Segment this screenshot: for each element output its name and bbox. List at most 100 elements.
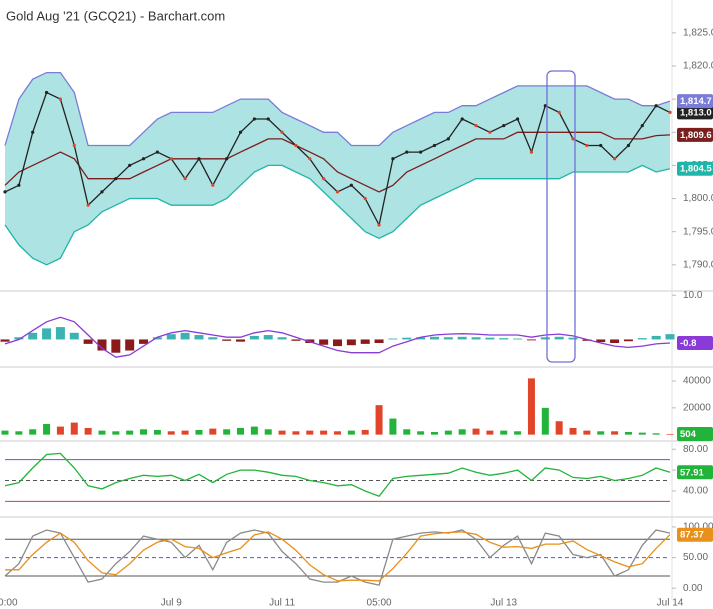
volume-bar	[472, 428, 480, 435]
volume-bar	[347, 430, 355, 435]
close-point	[44, 90, 49, 95]
histogram-bar	[333, 339, 342, 347]
close-point	[571, 137, 575, 141]
histogram-bar	[513, 338, 523, 340]
volume-bar	[569, 427, 577, 435]
x-tick-label: 05:00	[367, 598, 392, 609]
x-tick-label: Jul 11	[269, 598, 295, 609]
y-tick-label: 100.00	[683, 522, 713, 533]
histogram-bar	[55, 327, 65, 340]
close-point	[141, 157, 146, 161]
histogram-bar	[360, 339, 370, 344]
value-badge	[677, 94, 713, 109]
y-tick-label: 1,820.0	[683, 61, 713, 72]
volume-bar	[597, 431, 605, 435]
series-line	[4, 529, 671, 586]
volume-bar	[652, 433, 660, 435]
value-badge-label: 1,813.0	[680, 107, 712, 118]
close-point	[169, 157, 173, 161]
volume-bar	[444, 430, 452, 435]
close-point	[114, 177, 118, 181]
close-point	[543, 104, 547, 108]
close-point	[654, 104, 658, 108]
volume-bar	[624, 431, 632, 435]
close-point	[238, 130, 243, 134]
histogram-bar	[319, 339, 329, 345]
value-badge-label: 57.91	[680, 467, 704, 478]
volume-bar	[43, 423, 51, 435]
y-tick-label: 1,825.0	[683, 27, 713, 38]
volume-bar	[555, 421, 563, 435]
value-badge	[677, 426, 713, 441]
histogram-bar	[471, 337, 481, 340]
plots: 1,790.01,795.01,800.01,805.01,810.01,815…	[0, 27, 713, 609]
volume-bar	[140, 429, 148, 435]
close-point	[3, 190, 7, 194]
histogram-bar	[222, 339, 232, 341]
close-point	[100, 190, 104, 194]
histogram-bar	[139, 339, 149, 344]
close-point	[668, 110, 672, 114]
close-point	[446, 137, 450, 141]
volume-bar	[195, 429, 203, 435]
y-tick-label: 10.0	[683, 290, 703, 301]
histogram-bar	[42, 328, 52, 340]
histogram-bar	[0, 339, 10, 342]
close-point	[322, 177, 326, 181]
histogram-bar	[568, 337, 578, 340]
y-tick-label: 20000	[683, 402, 711, 413]
histogram-bar	[457, 336, 467, 340]
close-point	[391, 157, 395, 161]
volume-bar	[361, 429, 369, 435]
close-point	[155, 150, 159, 154]
value-badge-label: 1,814.7	[680, 96, 712, 107]
histogram-bar	[249, 335, 259, 340]
volume-bar	[167, 431, 175, 435]
close-point	[432, 143, 437, 148]
close-point	[280, 130, 284, 134]
x-tick-label: Jul 14	[657, 598, 684, 609]
volume-bar	[306, 430, 314, 435]
volume-bar	[15, 431, 23, 435]
series-line	[4, 316, 671, 358]
value-badge-label: -0.8	[680, 338, 696, 349]
close-point	[72, 143, 76, 148]
histogram-bar	[28, 332, 38, 340]
close-point	[335, 190, 340, 194]
close-point	[363, 196, 367, 201]
close-point	[529, 150, 534, 154]
close-point	[86, 203, 90, 207]
histogram-bar	[208, 337, 218, 340]
volume-bar	[112, 431, 120, 435]
volume-bar	[237, 427, 245, 435]
volume-bar	[514, 431, 522, 435]
histogram-bar	[665, 334, 675, 340]
y-tick-label: 1,790.0	[683, 259, 713, 270]
close-point	[308, 157, 312, 161]
close-point	[183, 177, 187, 181]
close-point	[488, 130, 492, 134]
histogram-bar	[623, 339, 633, 342]
histogram-bar	[485, 337, 495, 340]
series-line	[5, 531, 671, 582]
histogram-bar	[14, 337, 24, 340]
volume-bar	[98, 430, 106, 435]
volume-bar	[29, 429, 37, 435]
close-point	[211, 183, 215, 187]
histogram-bar	[651, 335, 661, 340]
volume-bar	[209, 428, 217, 435]
volume-bar	[389, 418, 397, 435]
histogram-bar	[236, 339, 246, 342]
volume-bar	[181, 430, 189, 435]
close-point	[266, 117, 270, 121]
volume-bar	[500, 430, 508, 435]
volume-bar	[223, 429, 231, 435]
histogram-bar	[402, 337, 412, 340]
histogram-bar	[346, 339, 356, 346]
volume-bar	[611, 431, 619, 435]
close-point	[17, 183, 21, 187]
volume-bar	[375, 405, 383, 435]
value-badge-label: 504	[680, 429, 697, 440]
